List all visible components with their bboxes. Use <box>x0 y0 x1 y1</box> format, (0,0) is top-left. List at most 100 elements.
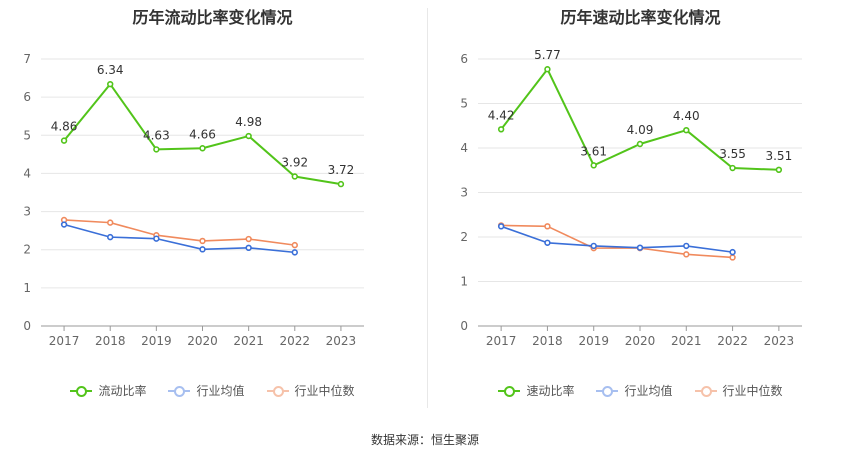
data-label: 3.51 <box>765 149 792 163</box>
legend-label: 速动比率 <box>526 384 575 398</box>
x-tick-label: 2021 <box>233 334 264 348</box>
data-point <box>497 126 505 133</box>
data-point <box>590 242 597 250</box>
x-tick-label: 2019 <box>578 334 609 348</box>
y-tick-label: 0 <box>460 319 468 333</box>
data-point <box>107 219 114 226</box>
line-marker-icon <box>266 385 289 397</box>
chart-title: 历年流动比率变化情况 <box>132 8 293 27</box>
data-point <box>544 66 551 73</box>
data-point <box>245 235 252 243</box>
data-point <box>199 237 206 245</box>
chart-legend: 流动比率 行业均值 行业中位数 <box>0 382 425 399</box>
data-label: 4.42 <box>488 108 515 122</box>
series-line-2 <box>501 224 733 259</box>
x-tick-label: 2022 <box>280 334 311 348</box>
x-tick-label: 2023 <box>764 334 795 348</box>
data-point <box>60 137 68 144</box>
data-label: 4.63 <box>143 128 170 142</box>
legend-label: 流动比率 <box>98 384 147 398</box>
x-tick-label: 2021 <box>671 334 702 348</box>
legend-item-current-ratio[interactable]: 流动比率 <box>70 382 146 399</box>
y-tick-label: 6 <box>23 90 31 104</box>
x-tick-label: 2020 <box>625 334 656 348</box>
data-point <box>590 162 597 169</box>
data-point <box>337 180 345 188</box>
chart-title: 历年速动比率变化情况 <box>560 8 721 27</box>
legend-item-industry-median[interactable]: 行业中位数 <box>266 382 355 399</box>
data-point <box>729 254 736 261</box>
series-line-2 <box>64 219 295 246</box>
data-label: 4.09 <box>627 123 654 137</box>
y-tick-label: 5 <box>23 128 31 142</box>
data-point <box>153 235 160 242</box>
x-tick-label: 2023 <box>326 334 357 348</box>
data-point <box>729 164 736 172</box>
data-label: 6.34 <box>97 63 124 77</box>
y-tick-label: 2 <box>460 230 468 244</box>
data-point <box>107 233 114 241</box>
line-marker-icon <box>70 385 93 397</box>
panel-divider <box>427 8 428 408</box>
x-tick-label: 2022 <box>717 334 748 348</box>
data-point <box>683 242 690 250</box>
y-tick-label: 3 <box>23 205 31 219</box>
legend-label: 行业均值 <box>624 384 673 398</box>
y-tick-label: 7 <box>23 52 31 66</box>
x-tick-label: 2018 <box>95 334 126 348</box>
y-tick-label: 5 <box>460 97 468 111</box>
data-point <box>60 221 68 228</box>
data-point <box>729 248 736 256</box>
y-tick-label: 6 <box>460 52 468 66</box>
x-tick-label: 2018 <box>532 334 563 348</box>
data-point <box>107 80 114 88</box>
data-point <box>291 241 298 249</box>
data-label: 5.77 <box>534 48 561 62</box>
data-point <box>245 244 252 252</box>
legend-item-quick-ratio[interactable]: 速动比率 <box>498 382 574 399</box>
y-tick-label: 1 <box>23 281 31 295</box>
current-ratio-chart-panel: 历年流动比率变化情况 0 1 2 3 4 5 6 7 2017 2018 2019 2020 2021 2… <box>0 0 425 420</box>
legend-label: 行业均值 <box>196 384 245 398</box>
data-point <box>497 223 505 230</box>
data-label: 4.66 <box>189 127 216 141</box>
data-point <box>199 145 206 152</box>
current-ratio-plot: 0 1 2 3 4 5 6 7 2017 2018 2019 2020 2021 2022 2023 4.86… <box>23 52 364 348</box>
line-marker-icon <box>694 385 717 397</box>
data-point <box>775 166 783 174</box>
data-label: 3.92 <box>281 155 308 169</box>
series-line-1 <box>500 225 733 253</box>
data-point <box>199 246 206 253</box>
legend-item-industry-median[interactable]: 行业中位数 <box>694 382 783 399</box>
line-marker-icon <box>498 385 521 397</box>
data-label: 3.55 <box>719 147 746 161</box>
data-point <box>683 126 690 134</box>
data-source-note: 数据来源：恒生聚源 <box>370 433 479 447</box>
y-tick-label: 4 <box>460 141 468 155</box>
quick-ratio-chart-panel: 历年速动比率变化情况 0 1 2 3 4 5 6 2017 2018 2019 2020 2021 20… <box>428 0 850 420</box>
y-tick-label: 0 <box>23 319 31 333</box>
chart-legend: 速动比率 行业均值 行业中位数 <box>428 382 850 399</box>
data-label: 3.61 <box>580 144 607 158</box>
x-tick-label: 2020 <box>187 334 218 348</box>
y-tick-label: 1 <box>460 275 468 289</box>
data-point <box>636 244 644 251</box>
x-tick-label: 2017 <box>49 334 80 348</box>
data-label: 4.40 <box>673 109 700 123</box>
data-label: 4.98 <box>235 115 262 129</box>
legend-label: 行业中位数 <box>294 384 355 398</box>
y-tick-label: 4 <box>23 166 31 180</box>
legend-item-industry-mean[interactable]: 行业均值 <box>168 382 245 399</box>
legend-item-industry-mean[interactable]: 行业均值 <box>596 382 673 399</box>
data-label: 4.86 <box>51 120 78 134</box>
data-point <box>544 223 551 230</box>
data-point <box>544 239 551 246</box>
data-point <box>683 251 690 258</box>
series-line-1 <box>63 223 295 254</box>
data-point <box>153 146 160 153</box>
line-marker-icon <box>596 385 619 397</box>
data-point <box>291 173 298 180</box>
line-marker-icon <box>168 385 191 397</box>
y-tick-label: 3 <box>460 186 468 200</box>
legend-label: 行业中位数 <box>722 384 783 398</box>
